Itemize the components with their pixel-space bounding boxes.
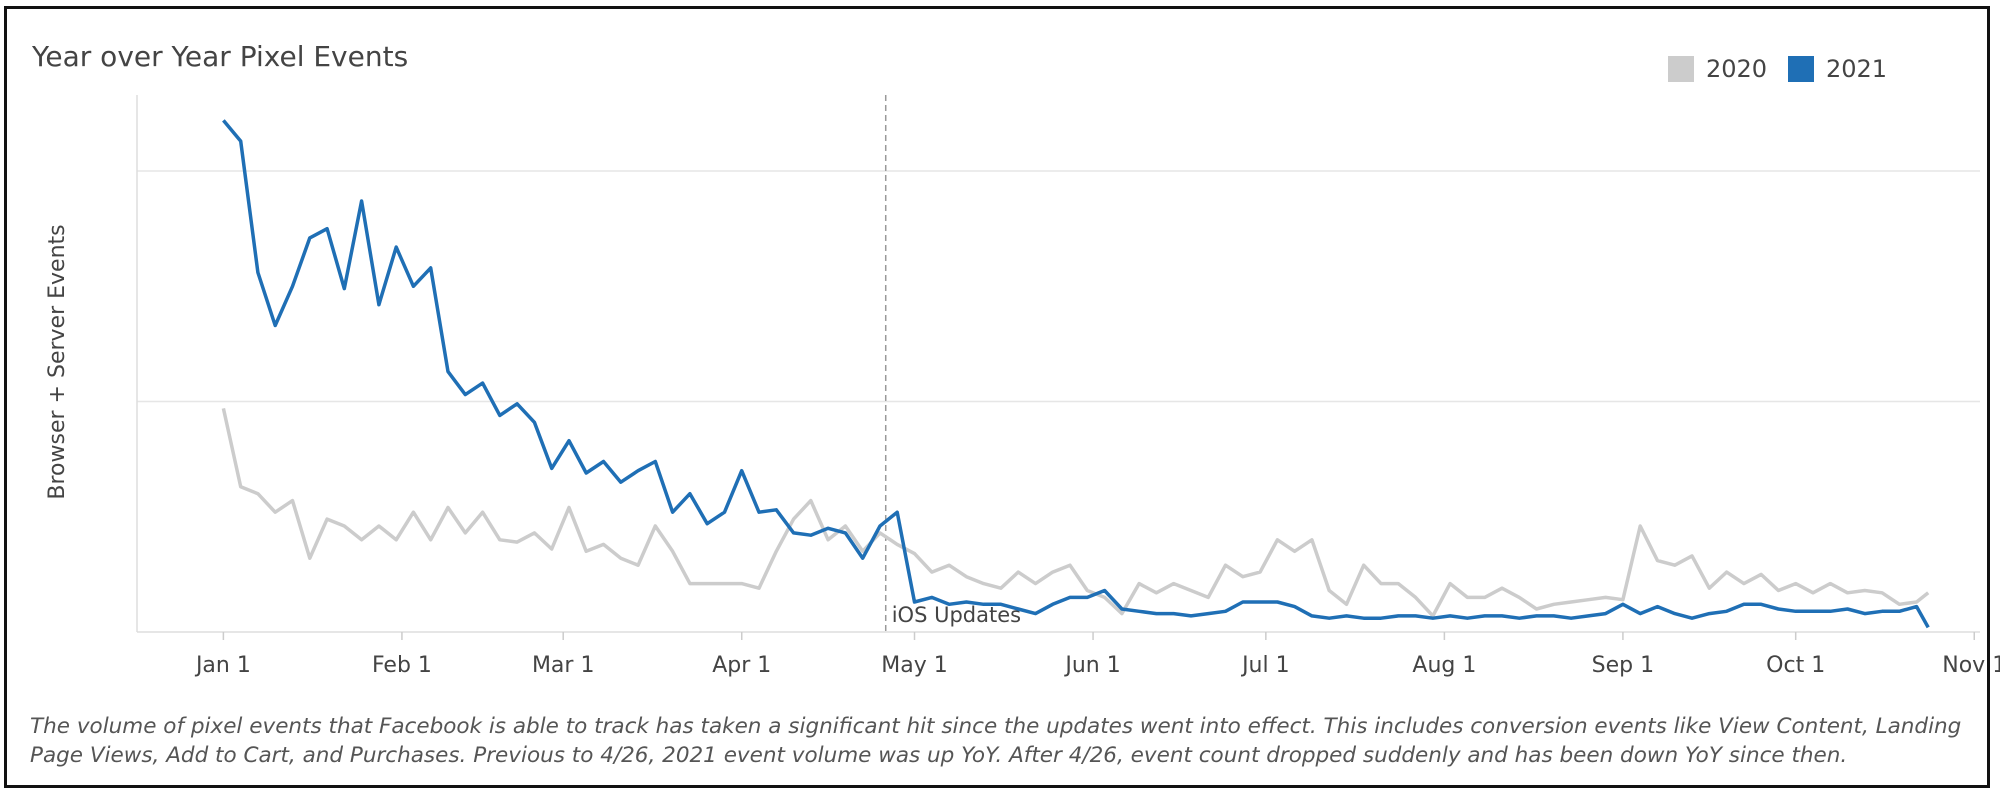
frame bbox=[4, 6, 1990, 788]
x-tick-label: Nov 1 bbox=[1942, 653, 2000, 678]
x-tick-label: May 1 bbox=[881, 653, 947, 678]
x-tick-label: Jan 1 bbox=[194, 653, 251, 678]
x-tick-label: Feb 1 bbox=[372, 653, 432, 678]
legend-label: 2021 bbox=[1826, 55, 1887, 83]
x-tick-label: Jun 1 bbox=[1063, 653, 1120, 678]
line-series bbox=[222, 119, 1930, 629]
legend-label: 2020 bbox=[1706, 55, 1767, 83]
annotation-label: iOS Updates bbox=[892, 603, 1021, 627]
legend-swatch bbox=[1788, 56, 1814, 82]
x-tick-label: Jul 1 bbox=[1240, 653, 1290, 678]
caption: The volume of pixel events that Facebook… bbox=[30, 714, 1962, 768]
x-tick-label: Oct 1 bbox=[1766, 653, 1825, 678]
x-tick-label: Mar 1 bbox=[532, 653, 595, 678]
x-tick-label: Apr 1 bbox=[712, 653, 771, 678]
line-series bbox=[221, 408, 1930, 618]
y-axis-label: Browser + Server Events bbox=[45, 224, 70, 499]
x-tick-label: Sep 1 bbox=[1592, 653, 1654, 678]
chart-title: Year over Year Pixel Events bbox=[31, 40, 408, 73]
x-tick-label: Aug 1 bbox=[1412, 653, 1476, 678]
legend-swatch bbox=[1668, 56, 1694, 82]
